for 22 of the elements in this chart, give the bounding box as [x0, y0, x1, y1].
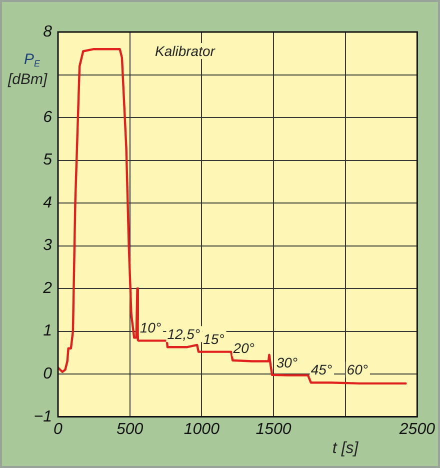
- y-tick-label: −1: [34, 408, 52, 426]
- x-axis-title: t [s]: [332, 440, 359, 457]
- x-tick-label: 500: [116, 420, 144, 438]
- annotation: 45°: [310, 362, 332, 378]
- annotation: Kalibrator: [154, 43, 216, 59]
- y-tick-label: 5: [43, 152, 52, 169]
- y-tick-label: 3: [43, 237, 52, 254]
- y-tick-label: 0: [43, 366, 52, 382]
- x-tick-label: 2500: [398, 420, 436, 438]
- annotation: 20°: [232, 340, 255, 356]
- y-tick-label: 2: [42, 280, 52, 297]
- y-tick-label: 4: [43, 194, 52, 212]
- annotation: 60°: [346, 362, 368, 378]
- annotation: 30°: [276, 354, 298, 370]
- annotation: 12,5°: [167, 326, 200, 342]
- annotation: 10°: [140, 320, 162, 336]
- annotation: 15°: [203, 330, 225, 347]
- x-tick-label: 1500: [256, 420, 292, 438]
- y-tick-label: 1: [43, 322, 52, 340]
- x-tick-label: 1000: [184, 420, 220, 438]
- y-tick-label: 8: [43, 23, 52, 40]
- y-tick-label: 6: [43, 108, 52, 126]
